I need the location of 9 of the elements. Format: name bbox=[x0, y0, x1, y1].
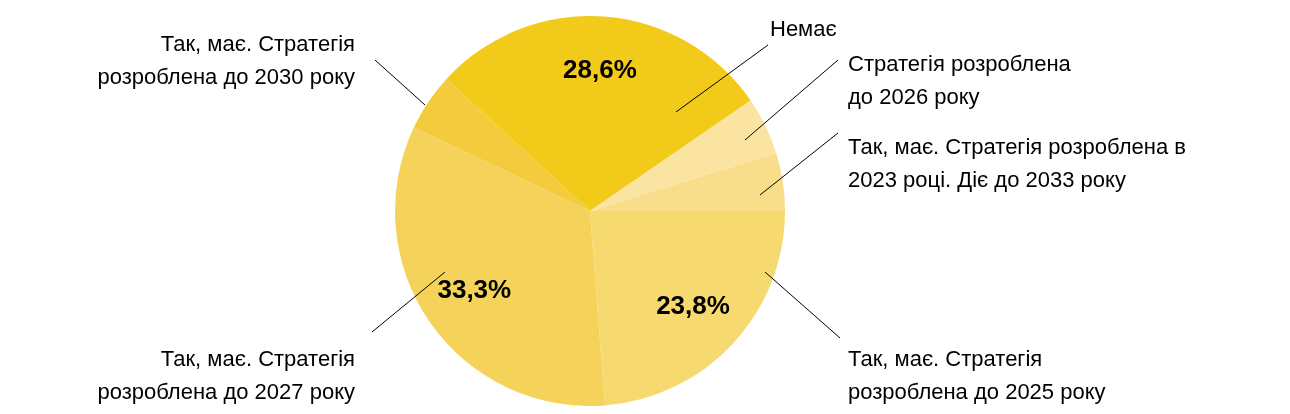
slice-label: Немає bbox=[770, 16, 837, 42]
slice-label: Так, має. Стратегія розроблена в 2023 році. Діє до 2033 року bbox=[848, 134, 1186, 193]
slice-label: Стратегія розроблена до 2026 року bbox=[848, 51, 1072, 110]
slice-label: Так, має. Стратегія розроблена до 2030 року bbox=[97, 31, 355, 90]
slice-label: Так, має. Стратегія розроблена до 2027 року bbox=[97, 346, 355, 405]
data-label: 23,8% bbox=[656, 289, 730, 320]
slice-label: Так, має. Стратегія розроблена до 2025 року bbox=[848, 346, 1106, 405]
data-label: 33,3% bbox=[437, 273, 512, 304]
data-label: 28,6% bbox=[563, 54, 637, 85]
